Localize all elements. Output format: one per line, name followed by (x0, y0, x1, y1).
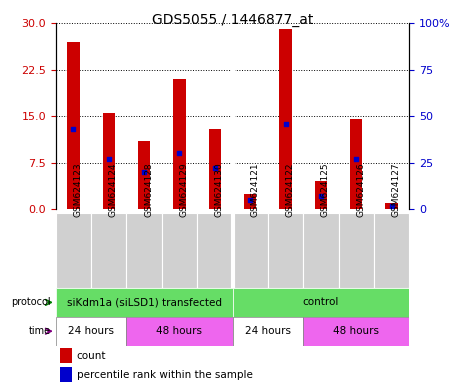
Point (317, 193, 325, 199)
Text: time: time (29, 326, 51, 336)
Bar (303, 213, 339, 288)
Bar (162, 213, 197, 288)
Text: GSM624125: GSM624125 (321, 162, 330, 217)
Bar (60, 348, 72, 363)
Bar (56, 213, 91, 288)
Point (105, 156, 113, 162)
Bar (279, 29, 292, 209)
Bar (385, 203, 398, 209)
Bar (56, 288, 232, 317)
Text: GSM624123: GSM624123 (73, 162, 82, 217)
Text: GSM624129: GSM624129 (179, 162, 188, 217)
Bar (315, 181, 327, 209)
Text: 24 hours: 24 hours (245, 326, 291, 336)
Text: count: count (77, 351, 106, 361)
Bar (339, 213, 374, 288)
Text: 48 hours: 48 hours (157, 326, 202, 336)
Bar (232, 317, 303, 346)
Bar (350, 119, 362, 209)
Bar (56, 317, 126, 346)
Bar (103, 113, 115, 209)
Point (211, 165, 219, 171)
Point (140, 169, 148, 175)
Bar (197, 213, 232, 288)
Point (246, 197, 254, 203)
Bar (173, 79, 186, 209)
Bar (60, 367, 72, 382)
Point (176, 151, 183, 157)
Bar (268, 213, 303, 288)
Bar (126, 317, 232, 346)
Text: GDS5055 / 1446877_at: GDS5055 / 1446877_at (152, 13, 313, 27)
Text: GSM624122: GSM624122 (286, 162, 294, 217)
Point (352, 156, 360, 162)
Point (70, 126, 77, 132)
Bar (232, 213, 268, 288)
Point (282, 121, 289, 127)
Text: protocol: protocol (12, 297, 51, 308)
Bar (244, 194, 256, 209)
Text: 24 hours: 24 hours (68, 326, 114, 336)
Text: 48 hours: 48 hours (333, 326, 379, 336)
Text: GSM624124: GSM624124 (109, 162, 118, 217)
Text: GSM624127: GSM624127 (392, 162, 400, 217)
Bar (138, 141, 150, 209)
Bar (126, 213, 162, 288)
Text: GSM624126: GSM624126 (356, 162, 365, 217)
Text: GSM624130: GSM624130 (215, 162, 224, 217)
Bar (209, 129, 221, 209)
Point (388, 202, 395, 209)
Text: control: control (303, 297, 339, 308)
Bar (232, 288, 409, 317)
Text: percentile rank within the sample: percentile rank within the sample (77, 370, 252, 380)
Bar (374, 213, 409, 288)
Text: GSM624128: GSM624128 (144, 162, 153, 217)
Bar (67, 42, 80, 209)
Bar (91, 213, 126, 288)
Bar (303, 317, 409, 346)
Text: GSM624121: GSM624121 (250, 162, 259, 217)
Text: siKdm1a (siLSD1) transfected: siKdm1a (siLSD1) transfected (66, 297, 222, 308)
